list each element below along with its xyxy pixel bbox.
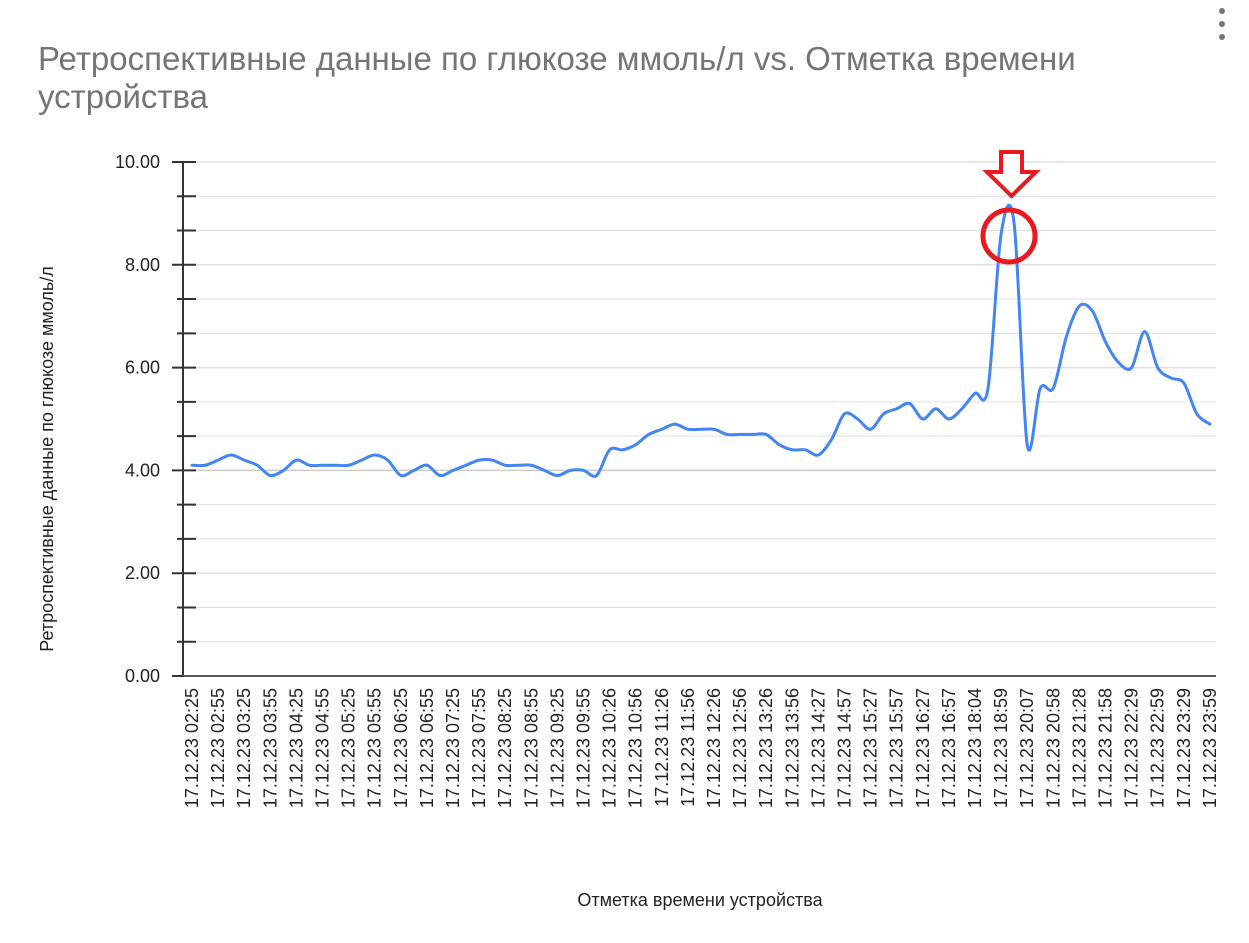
x-tick-label: 17.12.23 07:55 <box>469 688 489 808</box>
x-tick-label: 17.12.23 13:56 <box>782 688 802 808</box>
x-tick-label: 17.12.23 04:25 <box>286 688 306 808</box>
x-tick-label: 17.12.23 07:25 <box>443 688 463 808</box>
x-tick-label: 17.12.23 12:26 <box>704 688 724 808</box>
gridlines <box>183 161 1216 677</box>
x-tick-label: 17.12.23 16:27 <box>913 688 933 808</box>
x-tick-label: 17.12.23 15:27 <box>861 688 881 808</box>
x-tick-label: 17.12.23 11:26 <box>652 688 672 807</box>
chart-title: Ретроспективные данные по глюкозе ммоль/… <box>38 40 1076 115</box>
x-tick-label: 17.12.23 18:04 <box>965 688 985 808</box>
x-axis: 17.12.23 02:25 17.12.23 02:55 17.12.23 03:… <box>182 675 1220 808</box>
more-vert-icon <box>1219 8 1225 14</box>
x-tick-label: 17.12.23 06:25 <box>391 688 411 808</box>
x-tick-label: 17.12.23 05:25 <box>339 688 359 808</box>
x-tick-label: 17.12.23 09:25 <box>547 688 567 808</box>
annotations <box>980 150 1041 265</box>
x-tick-label: 17.12.23 09:55 <box>574 688 594 808</box>
y-tick-label: 0.00 <box>125 666 160 686</box>
y-tick-label: 6.00 <box>125 358 160 378</box>
x-tick-label: 17.12.23 23:29 <box>1174 688 1194 808</box>
y-axis-title: Ретроспективные данные по глюкозе ммоль/… <box>37 266 57 651</box>
y-tick-label: 4.00 <box>125 460 160 480</box>
more-vert-icon-dot <box>1219 34 1225 40</box>
x-tick-label: 17.12.23 20:58 <box>1043 688 1063 808</box>
x-tick-label: 17.12.23 21:28 <box>1069 688 1089 808</box>
x-tick-label: 17.12.23 20:07 <box>1017 688 1037 808</box>
x-tick-label: 17.12.23 03:25 <box>234 688 254 808</box>
x-tick-label: 17.12.23 02:25 <box>182 688 202 808</box>
y-tick-label: 8.00 <box>125 255 160 275</box>
x-tick-label: 17.12.23 04:55 <box>313 688 333 808</box>
x-tick-label: 17.12.23 08:25 <box>495 688 515 808</box>
x-tick-label: 17.12.23 03:55 <box>260 688 280 808</box>
x-tick-label: 17.12.23 18:59 <box>991 688 1011 808</box>
x-tick-label: 17.12.23 15:57 <box>887 688 907 808</box>
x-tick-label: 17.12.23 14:27 <box>808 688 828 808</box>
more-vert-icon-dot <box>1219 21 1225 27</box>
x-tick-label: 17.12.23 10:56 <box>626 688 646 808</box>
y-tick-label: 10.00 <box>115 152 160 172</box>
x-tick-label: 17.12.23 14:57 <box>835 688 855 808</box>
x-tick-label: 17.12.23 06:55 <box>417 688 437 808</box>
x-tick-label: 17.12.23 02:55 <box>208 688 228 808</box>
y-tick-label: 2.00 <box>125 563 160 583</box>
x-tick-label: 17.12.23 13:26 <box>756 688 776 808</box>
x-tick-label: 17.12.23 21:58 <box>1096 688 1116 808</box>
x-tick-label: 17.12.23 22:29 <box>1122 688 1142 808</box>
more-options-button[interactable] <box>1214 8 1230 40</box>
x-tick-label: 17.12.23 12:56 <box>730 688 750 808</box>
x-tick-label: 17.12.23 10:26 <box>600 688 620 808</box>
red-arrow-down-icon <box>982 150 1041 199</box>
red-circle-highlight <box>980 207 1038 265</box>
glucose-series-line[interactable] <box>190 203 1212 478</box>
x-tick-label: 17.12.23 16:57 <box>939 688 959 808</box>
x-tick-label: 17.12.23 08:55 <box>521 688 541 808</box>
y-axis: 0.00 2.00 4.00 6.00 8.00 10.00 <box>115 152 196 686</box>
x-tick-label: 17.12.23 22:59 <box>1148 688 1168 808</box>
x-axis-title: Отметка времени устройства <box>577 890 823 910</box>
x-tick-label: 17.12.23 23:59 <box>1200 688 1220 808</box>
x-tick-label: 17.12.23 11:56 <box>678 688 698 807</box>
x-tick-label: 17.12.23 05:55 <box>365 688 385 808</box>
